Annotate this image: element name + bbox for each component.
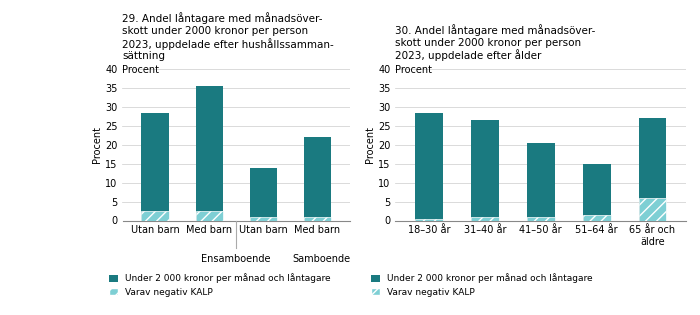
Bar bbox=[415, 219, 443, 220]
Text: 29. Andel låntagare med månadsöver-
skott under 2000 kronor per person
2023, upp: 29. Andel låntagare med månadsöver- skot… bbox=[122, 12, 335, 61]
Bar bbox=[638, 118, 666, 220]
Bar bbox=[582, 164, 610, 220]
Bar bbox=[141, 113, 169, 220]
Y-axis label: Procent: Procent bbox=[365, 126, 375, 163]
Bar bbox=[250, 168, 277, 220]
Bar bbox=[141, 211, 169, 220]
Y-axis label: Procent: Procent bbox=[92, 126, 102, 163]
Text: Procent: Procent bbox=[122, 65, 160, 75]
Bar bbox=[638, 198, 666, 220]
Bar bbox=[304, 137, 331, 220]
Bar bbox=[415, 113, 443, 220]
Text: Procent: Procent bbox=[395, 65, 433, 75]
Legend: Under 2 000 kronor per månad och låntagare, Varav negativ KALP: Under 2 000 kronor per månad och låntaga… bbox=[371, 273, 593, 297]
Bar bbox=[471, 120, 499, 220]
Text: 30. Andel låntagare med månadsöver-
skott under 2000 kronor per person
2023, upp: 30. Andel låntagare med månadsöver- skot… bbox=[395, 24, 596, 61]
Legend: Under 2 000 kronor per månad och låntagare, Varav negativ KALP: Under 2 000 kronor per månad och låntaga… bbox=[108, 273, 330, 297]
Bar bbox=[195, 211, 223, 220]
Text: Ensamboende: Ensamboende bbox=[202, 254, 271, 264]
Bar bbox=[471, 217, 499, 220]
Bar bbox=[195, 86, 223, 220]
Bar bbox=[582, 215, 610, 220]
Bar bbox=[250, 217, 277, 220]
Text: Samboende: Samboende bbox=[293, 254, 351, 264]
Bar bbox=[527, 143, 554, 220]
Bar bbox=[527, 217, 554, 220]
Bar bbox=[304, 217, 331, 220]
